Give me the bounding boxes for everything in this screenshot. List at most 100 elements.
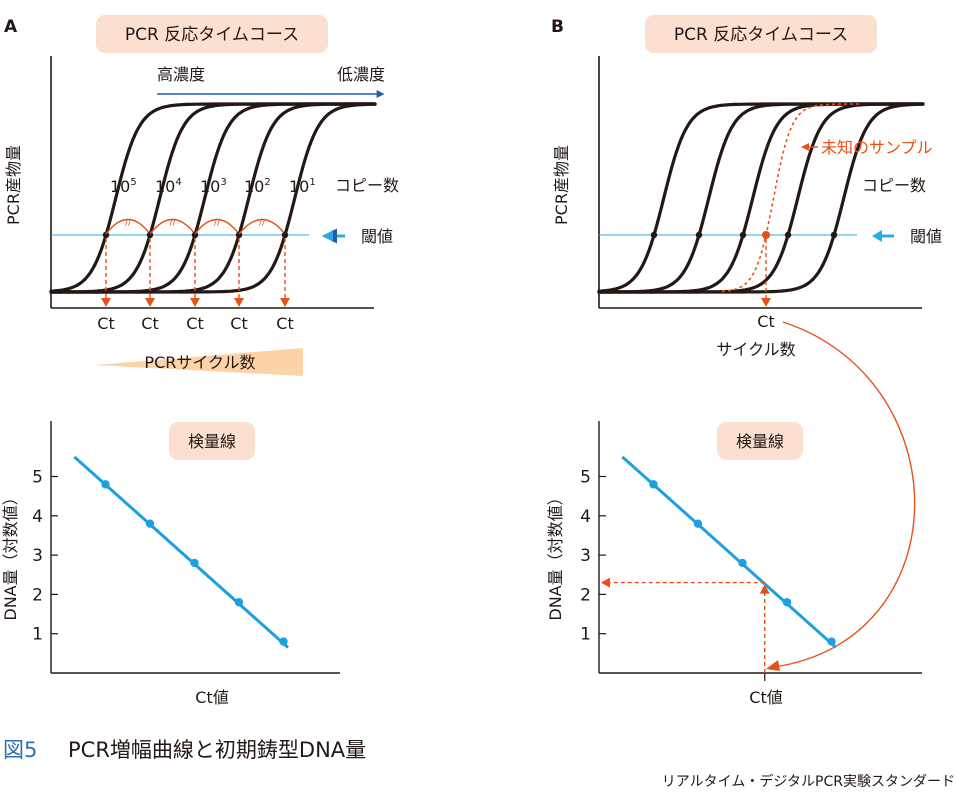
ct-label-a-4: Ct xyxy=(230,314,247,333)
calib-b-y-label: DNA量（対数値） xyxy=(546,489,565,620)
amplification-curve-b-4 xyxy=(597,102,925,294)
panel-a-calibration: 検量線 DNA量（対数値） Ct値 1 2 3 4 5 xyxy=(1,421,340,707)
ct-point-b-3 xyxy=(739,231,747,239)
calib-a-title-box xyxy=(169,422,255,460)
calib-a-title: 検量線 xyxy=(188,432,236,451)
figure-credit: リアルタイム・デジタルPCR実験スタンダード xyxy=(662,773,955,790)
calib-b-ytick-label-2: 2 xyxy=(580,585,591,605)
copy-label-1e2: 102 xyxy=(244,177,271,196)
calib-b-fit-line xyxy=(621,455,837,649)
calib-a-ytick-label-4: 4 xyxy=(32,507,43,527)
panel-b-threshold-label: 閾値 xyxy=(910,227,942,246)
ct-label-a-1: Ct xyxy=(97,314,114,333)
panel-b-copy-number-label: コピー数 xyxy=(862,176,926,195)
calib-b-unknown-up-arrow xyxy=(759,584,770,594)
ct-label-a-5: Ct xyxy=(276,314,293,333)
amplification-curve-b-5 xyxy=(597,102,925,294)
ct-point-b-1 xyxy=(650,231,658,239)
calib-a-ytick-label-2: 2 xyxy=(32,585,43,605)
ct-transfer-arrowhead xyxy=(766,660,780,671)
calib-b-ytick-label-5: 5 xyxy=(580,468,591,488)
ct-arrowhead-a-3 xyxy=(190,298,200,307)
amplification-curve-a-2 xyxy=(49,102,377,294)
calib-a-x-label: Ct値 xyxy=(195,688,228,707)
ct-point-b-4 xyxy=(784,231,792,239)
ct-transfer-arc xyxy=(773,321,916,668)
calib-a-y-label: DNA量（対数値） xyxy=(1,489,20,620)
panel-b-letter: B xyxy=(551,17,564,37)
panel-a-threshold-label: 閾値 xyxy=(361,227,393,246)
panel-a-copy-labels: 105 104 103 102 101 xyxy=(110,177,316,196)
calib-b-point-3 xyxy=(738,558,747,568)
unknown-sample-label: 未知のサンプル xyxy=(821,138,933,157)
panel-b-ct-marks xyxy=(650,231,838,307)
panel-a-threshold-arrowhead xyxy=(323,230,333,242)
panel-b-title: PCR 反応タイムコース xyxy=(674,25,848,45)
calib-a-ytick-label-3: 3 xyxy=(32,546,43,566)
calib-a-ytick-label-1: 1 xyxy=(32,625,43,645)
copy-label-1e3: 103 xyxy=(200,177,227,196)
ct-point-b-2 xyxy=(695,231,703,239)
equal-interval-mark-1: // xyxy=(125,218,132,228)
equal-interval-mark-2: // xyxy=(169,218,176,228)
ct-arrowhead-a-1 xyxy=(101,298,111,307)
amplification-curve-a-4 xyxy=(49,102,377,294)
calib-b-point-1 xyxy=(649,480,658,489)
ct-point-a-4 xyxy=(235,231,243,239)
cycle-number-wedge xyxy=(95,348,303,376)
panel-a-ct-marks: Ct // Ct // Ct // Ct // Ct xyxy=(97,218,293,333)
panel-a-curves xyxy=(49,102,377,294)
ct-point-b-5 xyxy=(830,231,838,239)
ct-point-a-2 xyxy=(146,231,154,239)
panel-a-title: PCR 反応タイムコース xyxy=(125,25,299,45)
panel-a-title-box xyxy=(96,15,328,53)
unknown-sample-curve xyxy=(721,103,862,293)
equal-interval-arc-2 xyxy=(149,218,196,235)
ct-point-a-1 xyxy=(102,231,110,239)
ct-label-a-3: Ct xyxy=(186,314,203,333)
ct-label-a-2: Ct xyxy=(141,314,158,333)
ct-point-a-5 xyxy=(281,231,289,239)
calib-b-point-4 xyxy=(782,598,792,607)
equal-interval-mark-4: // xyxy=(259,218,266,228)
amplification-curve-b-3 xyxy=(597,102,925,294)
amplification-curve-b-1 xyxy=(597,102,925,293)
panel-b-ct-label: Ct xyxy=(757,312,774,331)
copy-label-1e1: 101 xyxy=(289,177,316,196)
calib-b-ytick-label-3: 3 xyxy=(580,546,591,566)
panel-b: B PCR 反応タイムコース PCR産物量 閾値 未知のサンプル コピー数 Ct… xyxy=(551,15,942,671)
panel-a-letter: A xyxy=(4,17,18,37)
panel-a-x-label: PCRサイクル数 xyxy=(144,353,255,372)
amplification-curve-a-5 xyxy=(49,102,377,294)
calib-a-point-1 xyxy=(101,480,110,489)
unknown-sample-pointer-head xyxy=(801,143,809,151)
unknown-ct-arrowhead xyxy=(761,298,771,307)
ct-point-a-3 xyxy=(191,231,199,239)
calib-b-point-5 xyxy=(827,637,836,646)
calib-b-title-box xyxy=(717,422,803,460)
calib-a-plot: 1 2 3 4 5 xyxy=(32,455,289,649)
panel-b-calibration: 検量線 DNA量（対数値） Ct値 1 2 3 4 5 xyxy=(546,421,922,707)
figure-number: 図5 xyxy=(3,738,37,762)
ct-arrowhead-a-2 xyxy=(145,298,155,307)
calib-b-point-2 xyxy=(693,519,703,528)
unknown-ct-point xyxy=(762,231,770,239)
calib-b-unknown-left-arrow xyxy=(601,577,610,588)
panel-a-y-label: PCR産物量 xyxy=(4,145,23,225)
calib-b-ytick-label-1: 1 xyxy=(580,625,591,645)
copy-label-1e4: 104 xyxy=(155,177,182,196)
equal-interval-arc-1 xyxy=(105,218,151,235)
amplification-curve-a-3 xyxy=(49,102,377,294)
calib-a-fit-line xyxy=(73,455,289,649)
panel-b-threshold-arrowhead xyxy=(872,230,882,242)
calib-a-point-3 xyxy=(190,558,199,568)
amplification-curve-b-2 xyxy=(597,102,925,294)
high-concentration-label: 高濃度 xyxy=(157,65,205,84)
calib-a-point-5 xyxy=(279,637,288,646)
panel-b-x-label: サイクル数 xyxy=(716,340,795,359)
calib-b-title: 検量線 xyxy=(736,432,784,451)
figure-caption: PCR増幅曲線と初期鋳型DNA量 xyxy=(68,738,366,762)
ct-arrowhead-a-5 xyxy=(280,298,290,307)
panel-a: A PCR 反応タイムコース PCR産物量 高濃度 低濃度 閾値 105 104… xyxy=(4,15,399,376)
